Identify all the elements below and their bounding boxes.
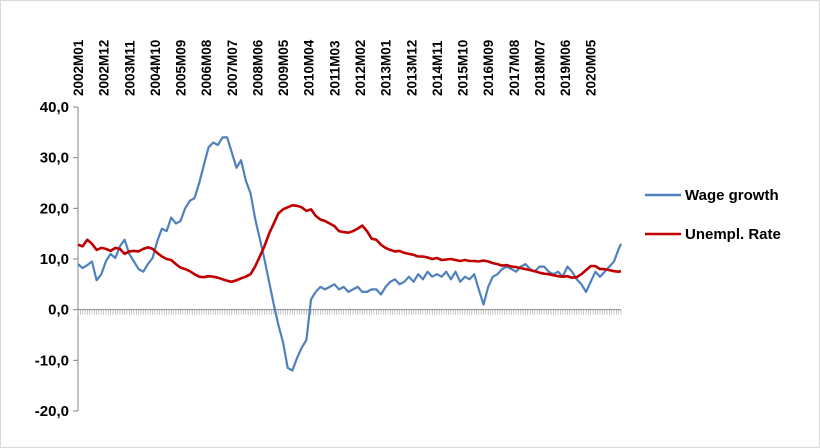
x-tick-label: 2003M11 <box>122 40 137 96</box>
y-tick-label: 10,0 <box>40 251 69 268</box>
series-layer <box>77 136 623 372</box>
x-tick-label: 2004M10 <box>148 40 163 96</box>
x-tick-label: 2007M07 <box>225 40 240 96</box>
x-tick-label: 2013M12 <box>404 40 419 96</box>
y-tick-label: 0,0 <box>48 302 69 319</box>
y-tick-label: 30,0 <box>40 150 69 167</box>
x-tick-label: 2006M08 <box>199 39 214 96</box>
x-tick-label: 2018M07 <box>532 40 547 96</box>
x-tick-label: 2002M01 <box>71 39 86 96</box>
x-tick-label: 2011M03 <box>327 40 342 96</box>
x-tick-label: 2002M12 <box>97 40 112 96</box>
x-axis: 2002M01 2002M12 2003M11 2004M10 2005M09 2006M… <box>71 39 622 315</box>
x-tick-label: 2008M06 <box>250 39 265 96</box>
y-tick-label: 40,0 <box>40 99 69 116</box>
legend-label: Unempl. Rate <box>685 226 781 243</box>
series-line-unempl-rate <box>77 204 622 284</box>
x-tick-label: 2013M01 <box>379 39 394 96</box>
x-tick-label: 2014M11 <box>430 40 445 96</box>
x-tick-label: 2017M08 <box>507 39 522 96</box>
x-tick-label: 2005M09 <box>174 40 189 96</box>
x-tick-label: 2019M06 <box>558 39 573 96</box>
x-tick-label: 2009M05 <box>276 39 291 96</box>
x-tick-label: 2020M05 <box>584 39 599 96</box>
x-tick-label: 2015M10 <box>456 40 471 96</box>
x-tick-label: 2016M09 <box>481 40 496 96</box>
y-tick-label: -20,0 <box>35 403 69 420</box>
y-tick-label: -10,0 <box>35 352 69 369</box>
y-tick-label: 20,0 <box>40 200 69 217</box>
x-tick-label: 2010M04 <box>302 39 317 96</box>
legend: Wage growth Unempl. Rate <box>645 187 781 243</box>
x-tick-label: 2012M02 <box>353 40 368 96</box>
y-axis: -20,0 -10,0 0,0 10,0 20,0 30,0 40,0 <box>35 99 79 420</box>
legend-label: Wage growth <box>685 187 779 204</box>
